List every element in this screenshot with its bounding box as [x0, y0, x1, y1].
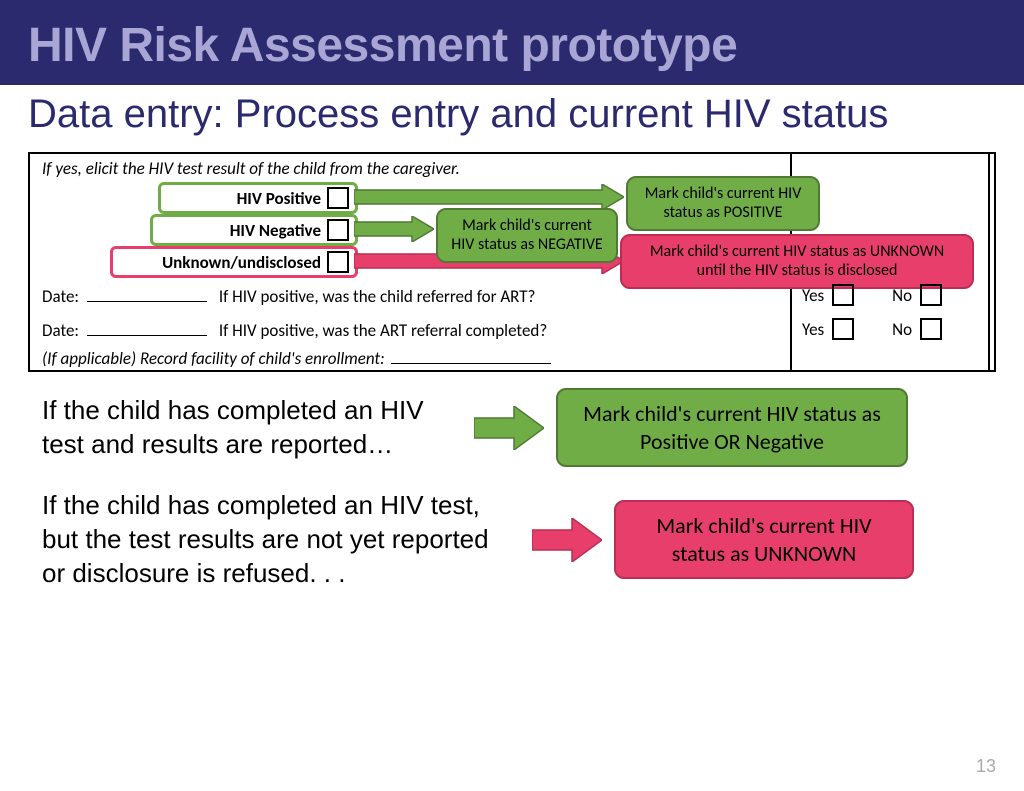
date-label: Date:	[42, 320, 79, 341]
no-label: No	[892, 319, 912, 340]
bottom-text-2: If the child has completed an HIV test, …	[42, 489, 502, 590]
checkbox[interactable]	[832, 284, 854, 306]
option-unknown-label: Unknown/undisclosed	[123, 252, 321, 273]
bottom-text-1: If the child has completed an HIV test a…	[42, 394, 462, 462]
slide-header: HIV Risk Assessment prototype	[0, 0, 1024, 85]
slide-subtitle: Data entry: Process entry and current HI…	[0, 85, 1024, 152]
checkbox[interactable]	[327, 251, 349, 273]
bottom-section: If the child has completed an HIV test a…	[0, 372, 1024, 590]
blank-line[interactable]	[87, 335, 207, 336]
date-label: Date:	[42, 286, 79, 307]
slide-title: HIV Risk Assessment prototype	[28, 18, 996, 73]
option-negative-label: HIV Negative	[163, 220, 321, 241]
arrow-pink-icon	[532, 518, 602, 562]
page-number: 13	[976, 756, 996, 777]
divider-line	[988, 154, 990, 370]
checkbox[interactable]	[327, 219, 349, 241]
bottom-callout-1: Mark child's current HIV status as Posit…	[556, 388, 908, 467]
footnote-text: (If applicable) Record facility of child…	[42, 348, 385, 369]
form-diagram: If yes, elicit the HIV test result of th…	[28, 152, 996, 372]
arrow-green-icon	[354, 184, 624, 210]
question-1: If HIV positive, was the child referred …	[219, 286, 536, 307]
form-instruction: If yes, elicit the HIV test result of th…	[30, 154, 994, 183]
arrow-green-icon	[474, 406, 544, 450]
option-unknown: Unknown/undisclosed	[110, 246, 358, 278]
blank-line[interactable]	[391, 363, 551, 364]
form-footnote: (If applicable) Record facility of child…	[42, 348, 551, 369]
yes-label: Yes	[802, 319, 824, 340]
date-row-1: Date: If HIV positive, was the child ref…	[42, 286, 535, 307]
bottom-row-1: If the child has completed an HIV test a…	[42, 388, 982, 467]
no-label: No	[892, 285, 912, 306]
bottom-callout-2: Mark child's current HIV status as UNKNO…	[614, 500, 914, 579]
callout-positive: Mark child's current HIV status as POSIT…	[626, 176, 820, 230]
callout-negative: Mark child's current HIV status as NEGAT…	[436, 208, 618, 262]
checkbox[interactable]	[920, 284, 942, 306]
date-row-2: Date: If HIV positive, was the ART refer…	[42, 320, 547, 341]
bottom-row-2: If the child has completed an HIV test, …	[42, 489, 982, 590]
yes-no-2: Yes No	[802, 318, 942, 340]
yes-label: Yes	[802, 285, 824, 306]
option-positive-label: HIV Positive	[171, 188, 321, 209]
checkbox[interactable]	[920, 318, 942, 340]
checkbox[interactable]	[327, 187, 349, 209]
checkbox[interactable]	[832, 318, 854, 340]
arrow-green-icon	[354, 216, 434, 242]
yes-no-1: Yes No	[802, 284, 942, 306]
blank-line[interactable]	[87, 301, 207, 302]
question-2: If HIV positive, was the ART referral co…	[219, 320, 547, 341]
option-positive: HIV Positive	[158, 182, 358, 214]
option-negative: HIV Negative	[150, 214, 358, 246]
callout-unknown: Mark child's current HIV status as UNKNO…	[620, 234, 974, 288]
